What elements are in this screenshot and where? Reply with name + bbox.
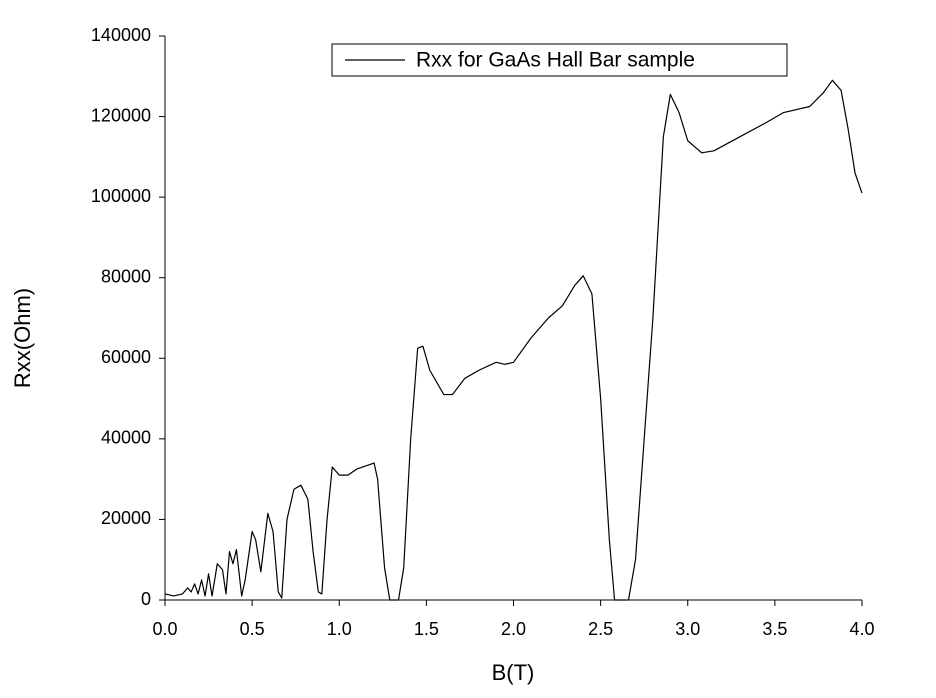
y-tick-label: 40000 [101, 428, 151, 448]
y-tick-label: 140000 [91, 25, 151, 45]
x-tick-label: 4.0 [849, 619, 874, 639]
y-tick-label: 0 [141, 589, 151, 609]
x-axis-title: B(T) [492, 660, 535, 685]
legend-box [331, 43, 788, 77]
x-tick-label: 2.0 [501, 619, 526, 639]
x-tick-label: 1.0 [327, 619, 352, 639]
x-tick-label: 0.5 [240, 619, 265, 639]
legend-label: Rxx for GaAs Hall Bar sample [416, 49, 695, 72]
x-tick-label: 2.5 [588, 619, 613, 639]
y-tick-label: 20000 [101, 508, 151, 528]
x-tick-label: 0.0 [152, 619, 177, 639]
y-tick-label: 60000 [101, 347, 151, 367]
data-line [164, 79, 863, 601]
y-tick-label: 100000 [91, 186, 151, 206]
y-tick-label: 80000 [101, 266, 151, 286]
x-tick-label: 1.5 [414, 619, 439, 639]
x-tick-label: 3.5 [762, 619, 787, 639]
x-tick-label: 3.0 [675, 619, 700, 639]
y-tick-label: 120000 [91, 105, 151, 125]
y-axis-title: Rxx(Ohm) [10, 288, 35, 388]
